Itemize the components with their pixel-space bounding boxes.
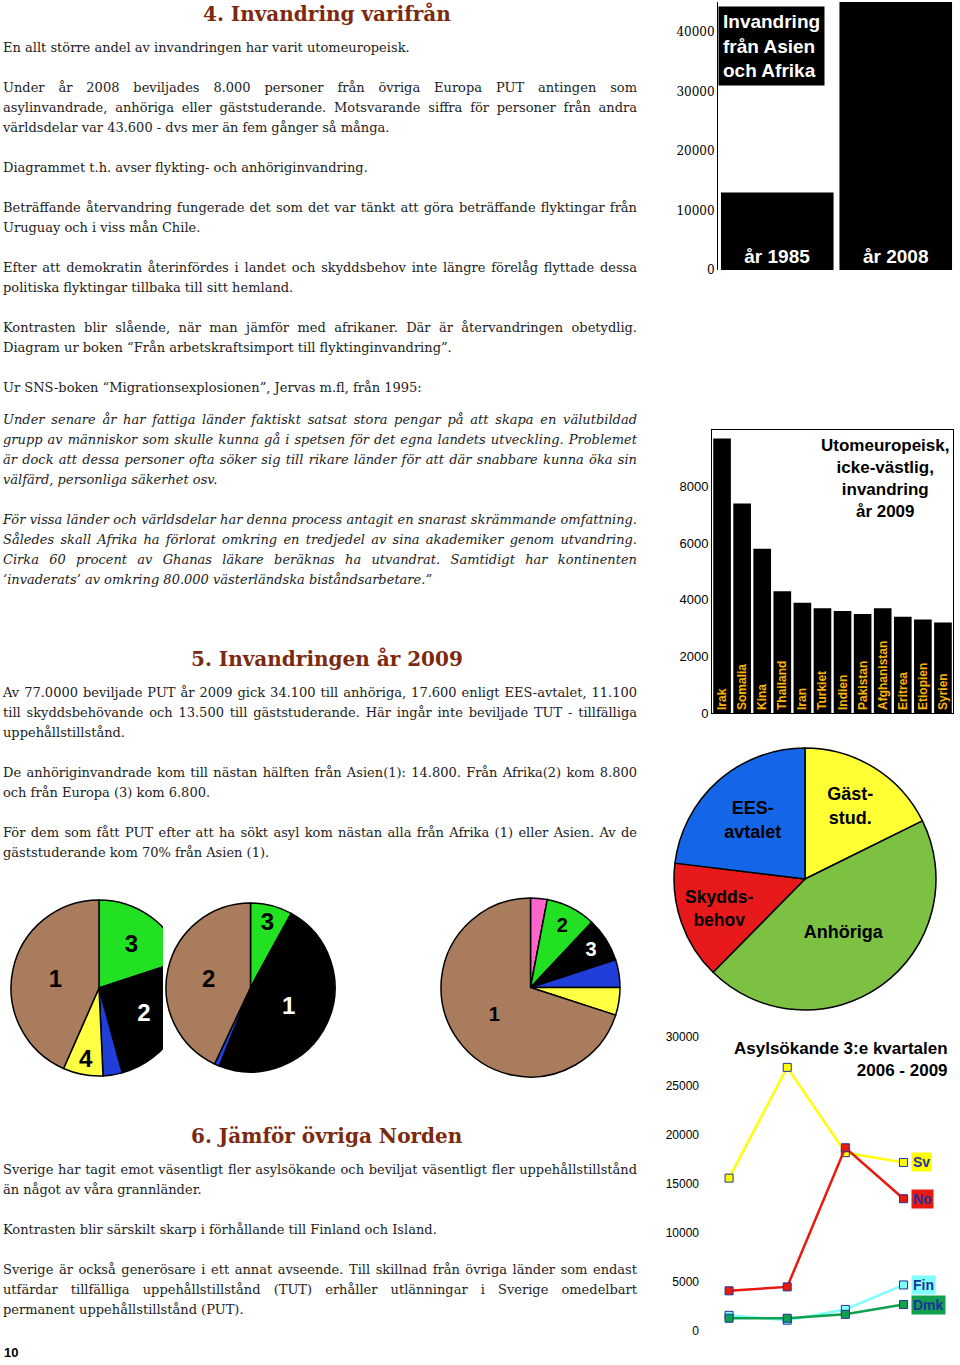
- html-text:10: 10: [4, 1345, 19, 1360]
- svg-text:30000: 30000: [676, 85, 714, 99]
- svg-text:2: 2: [202, 965, 215, 992]
- svg-text:No: No: [913, 1191, 932, 1207]
- svg-text:15000: 15000: [666, 1177, 700, 1191]
- svg-text:20000: 20000: [666, 1128, 700, 1142]
- svg-text:Irak: Irak: [715, 688, 729, 710]
- svg-text:Dmk: Dmk: [913, 1297, 944, 1313]
- svg-text:2: 2: [557, 914, 568, 936]
- svg-text:6000: 6000: [679, 536, 708, 551]
- html-text:Sverige är också generösare i: Sverige är också generösare i ett annat …: [3, 1262, 637, 1317]
- svg-text:Anhöriga: Anhöriga: [804, 922, 884, 942]
- svg-text:0: 0: [701, 706, 708, 721]
- html-text:Kontrasten blir slående, när m: Kontrasten blir slående, när man jämför …: [3, 320, 637, 355]
- html-text:6. Jämför övriga Norden: 6. Jämför övriga Norden: [191, 1124, 463, 1148]
- html-text:Efter att demokratin återinför: Efter att demokratin återinfördes i land…: [3, 260, 637, 295]
- svg-text:Utomeuropeisk,icke-västlig,inv: Utomeuropeisk,icke-västlig,invandringår …: [821, 436, 949, 521]
- html-text:Ur SNS-boken “Migrationsexplos: Ur SNS-boken “Migrationsexplosionen”, Je…: [3, 380, 422, 395]
- svg-text:Asylsökande 3:e kvartalen2006: Asylsökande 3:e kvartalen2006 - 2009: [734, 1039, 948, 1080]
- html-text:Diagrammet t.h. avser flykting: Diagrammet t.h. avser flykting- och anhö…: [3, 160, 368, 175]
- svg-text:år 2008: år 2008: [863, 246, 929, 267]
- html-text:För vissa länder och världsdel: För vissa länder och världsdelar har den…: [3, 512, 637, 587]
- html-text:Av 77.0000 beviljade PUT år 20: Av 77.0000 beviljade PUT år 2009 gick 34…: [3, 685, 637, 740]
- svg-text:Pakistan: Pakistan: [856, 661, 870, 710]
- html-text:4. Invandring varifrån: 4. Invandring varifrån: [203, 2, 451, 26]
- svg-text:Kina: Kina: [755, 684, 769, 710]
- svg-text:Fin: Fin: [913, 1277, 934, 1293]
- svg-text:4: 4: [79, 1045, 93, 1072]
- svg-text:10000: 10000: [666, 1226, 700, 1240]
- html-text:Kontrasten blir särskilt skarp: Kontrasten blir särskilt skarp i förhåll…: [3, 1222, 437, 1237]
- svg-text:Somalia: Somalia: [735, 664, 749, 710]
- svg-text:Gäst-stud.: Gäst-stud.: [827, 784, 873, 827]
- svg-text:Syrien: Syrien: [936, 673, 950, 710]
- html-text:För dem som fått PUT efter att: För dem som fått PUT efter att ha sökt a…: [3, 825, 637, 860]
- svg-text:20000: 20000: [676, 144, 714, 158]
- svg-text:Turkiet: Turkiet: [815, 671, 829, 710]
- html-text:Beträffande återvandring funge: Beträffande återvandring fungerade det s…: [3, 200, 637, 235]
- svg-text:0: 0: [692, 1324, 699, 1338]
- html-text:Under år 2008 beviljades 8.000: Under år 2008 beviljades 8.000 personer …: [3, 80, 637, 135]
- svg-text:0: 0: [707, 263, 715, 277]
- svg-text:30000: 30000: [666, 1030, 700, 1044]
- svg-text:4000: 4000: [679, 592, 708, 607]
- svg-text:25000: 25000: [666, 1079, 700, 1093]
- html-text:De anhöriginvandrade kom till: De anhöriginvandrade kom till nästan häl…: [3, 765, 637, 800]
- html-text:Under senare år har fattiga lä: Under senare år har fattiga länder fakti…: [3, 412, 637, 487]
- svg-text:år 1985: år 1985: [744, 246, 810, 267]
- svg-text:Iran: Iran: [795, 688, 809, 710]
- svg-text:2000: 2000: [679, 649, 708, 664]
- svg-text:5000: 5000: [672, 1275, 699, 1289]
- svg-text:Skydds-behov: Skydds-behov: [685, 887, 753, 930]
- svg-text:1: 1: [282, 992, 295, 1019]
- svg-text:Etiopien: Etiopien: [916, 663, 930, 710]
- svg-text:Thailand: Thailand: [775, 661, 789, 710]
- svg-text:EES-avtalet: EES-avtalet: [724, 798, 781, 841]
- html-text:5. Invandringen år 2009: 5. Invandringen år 2009: [191, 647, 463, 671]
- svg-text:3: 3: [585, 938, 596, 960]
- svg-text:40000: 40000: [676, 25, 714, 39]
- html-text:En allt större andel av invand: En allt större andel av invandringen har…: [3, 40, 410, 55]
- svg-text:1: 1: [49, 965, 62, 992]
- svg-text:Indien: Indien: [836, 675, 850, 710]
- svg-text:Sv: Sv: [913, 1154, 930, 1170]
- svg-text:1: 1: [489, 1003, 500, 1025]
- svg-text:3: 3: [125, 930, 138, 957]
- svg-text:8000: 8000: [679, 479, 708, 494]
- svg-text:10000: 10000: [676, 204, 714, 218]
- svg-text:2: 2: [137, 999, 150, 1026]
- svg-text:Afghanistan: Afghanistan: [876, 641, 890, 710]
- svg-text:Invandringfrån Asienoch Afrika: Invandringfrån Asienoch Afrika: [723, 11, 820, 81]
- svg-text:3: 3: [261, 908, 274, 935]
- html-text:Sverige har tagit emot väsentl: Sverige har tagit emot väsentligt fler a…: [3, 1162, 637, 1197]
- svg-text:Eritrea: Eritrea: [896, 672, 910, 710]
